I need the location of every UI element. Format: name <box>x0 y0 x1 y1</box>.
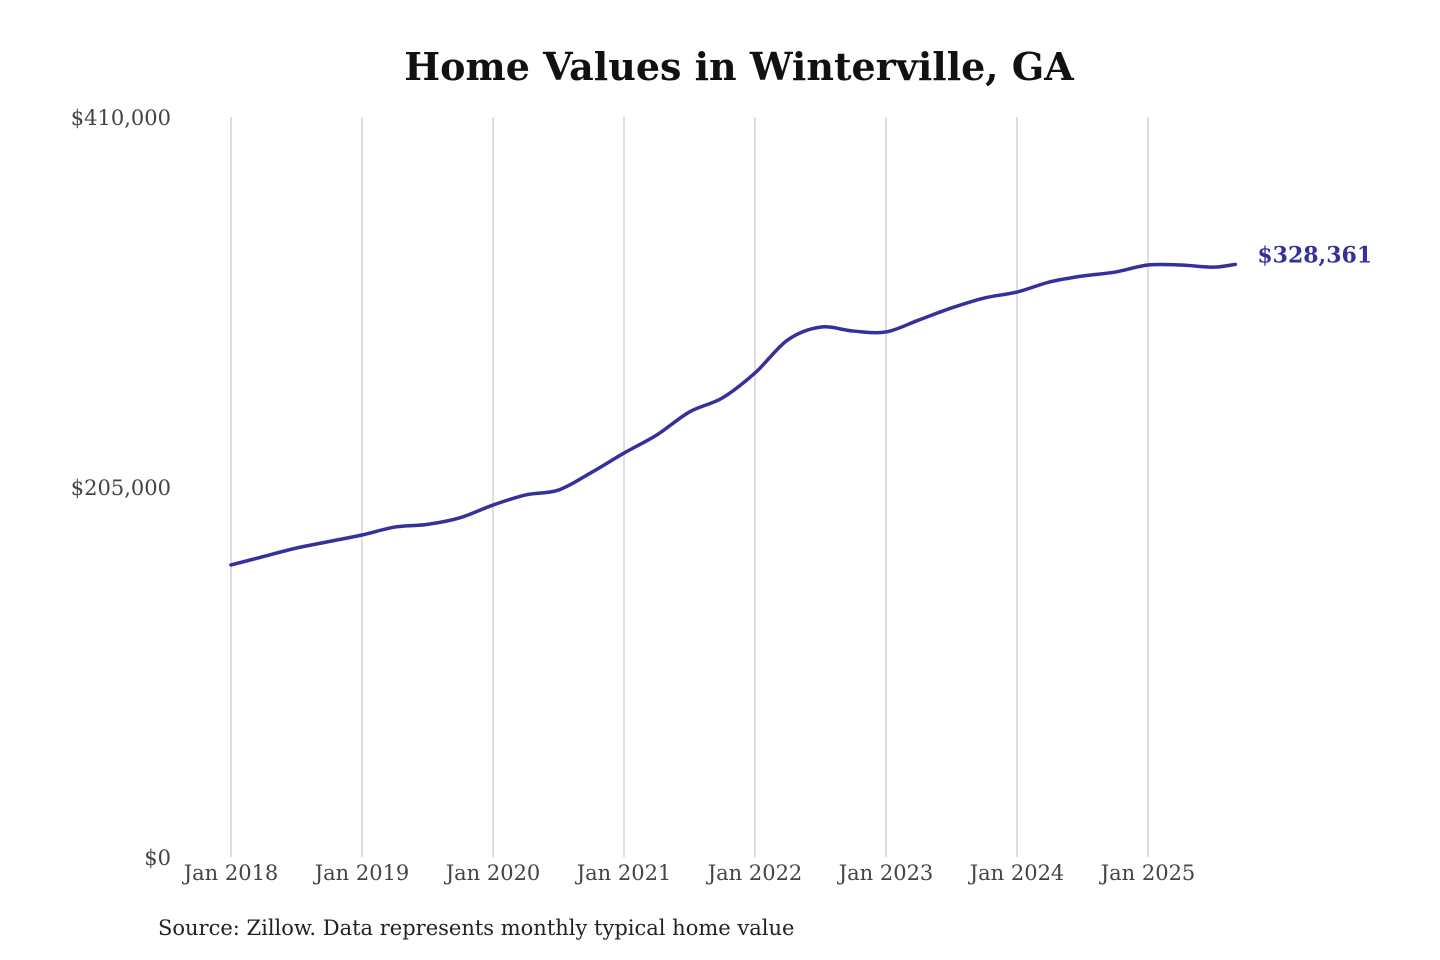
source-note: Source: Zillow. Data represents monthly … <box>158 916 795 940</box>
y-tick-label: $0 <box>144 846 171 870</box>
x-tick-label: Jan 2020 <box>444 861 541 885</box>
x-tick-label: Jan 2024 <box>968 861 1065 885</box>
chart-title: Home Values in Winterville, GA <box>404 44 1074 89</box>
x-tick-label: Jan 2018 <box>182 861 279 885</box>
x-tick-label: Jan 2019 <box>313 861 410 885</box>
y-tick-label: $410,000 <box>71 106 171 130</box>
end-value-label: $328,361 <box>1257 242 1372 268</box>
x-tick-label: Jan 2023 <box>837 861 934 885</box>
series-line <box>229 262 1238 567</box>
x-tick-label: Jan 2025 <box>1099 861 1196 885</box>
x-tick-label: Jan 2022 <box>706 861 803 885</box>
y-tick-label: $205,000 <box>71 476 171 500</box>
x-tick-label: Jan 2021 <box>575 861 672 885</box>
